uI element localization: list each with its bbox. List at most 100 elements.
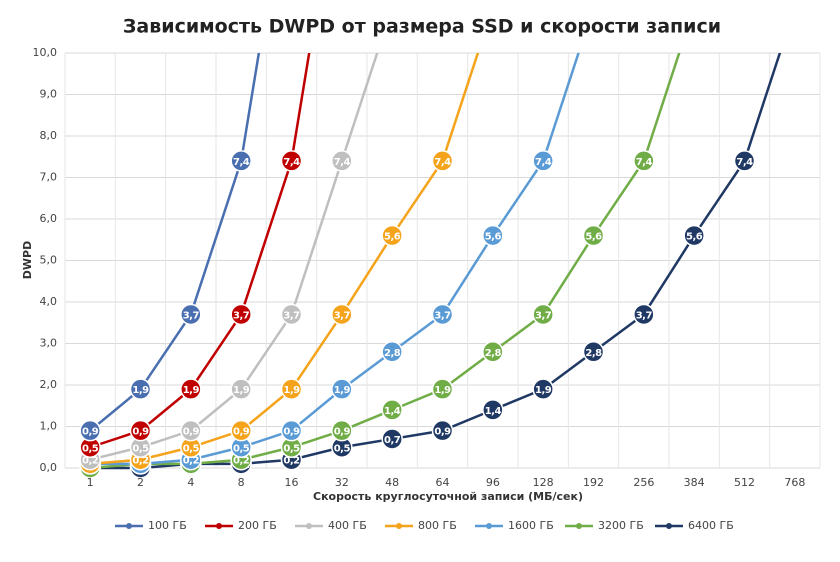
data-label: 3,7 — [233, 310, 250, 321]
x-tick-label: 192 — [583, 476, 604, 489]
series-line — [89, 53, 261, 432]
data-point — [381, 399, 403, 421]
data-point — [230, 378, 252, 400]
data-label: 2,8 — [585, 348, 602, 359]
data-label: 1,9 — [535, 385, 552, 396]
data-point — [482, 399, 504, 421]
data-point — [431, 378, 454, 400]
data-label: 1,9 — [434, 385, 451, 396]
data-label: 0,2 — [183, 456, 200, 467]
legend-dot — [396, 523, 402, 529]
y-tick-label: 9,0 — [40, 88, 58, 101]
data-point — [733, 150, 756, 172]
data-label: 5,6 — [485, 232, 502, 243]
data-point — [230, 150, 252, 172]
data-point — [582, 341, 605, 363]
data-point — [482, 224, 504, 247]
x-tick-label: 512 — [734, 476, 755, 489]
data-label: 7,4 — [283, 157, 300, 168]
data-label: 0,2 — [132, 456, 149, 467]
legend-dot — [486, 523, 492, 529]
data-label: 1,9 — [132, 385, 149, 396]
data-label: 0,5 — [334, 443, 351, 454]
y-tick-label: 3,0 — [40, 337, 58, 350]
data-point — [230, 303, 252, 326]
x-tick-label: 128 — [533, 476, 554, 489]
y-tick-label: 7,0 — [40, 171, 58, 184]
data-point — [331, 419, 353, 442]
y-tick-label: 6,0 — [40, 212, 58, 225]
data-label: 0,9 — [233, 427, 250, 438]
data-label: 7,4 — [535, 157, 552, 168]
data-point — [331, 303, 353, 326]
data-label: 3,7 — [283, 310, 300, 321]
chart-title: Зависимость DWPD от размера SSD и скорос… — [123, 16, 721, 38]
data-point — [230, 419, 252, 442]
x-tick-label: 2 — [137, 476, 144, 489]
x-tick-label: 48 — [385, 476, 399, 489]
x-axis-label: Скорость круглосуточной записи (МБ/сек) — [313, 490, 583, 503]
data-label: 3,7 — [535, 310, 552, 321]
x-tick-label: 32 — [335, 476, 349, 489]
data-label: 3,7 — [636, 310, 653, 321]
data-label: 3,7 — [434, 310, 451, 321]
y-tick-label: 0,0 — [40, 461, 58, 474]
data-label: 1,9 — [283, 385, 300, 396]
data-label: 0,5 — [283, 443, 300, 454]
plot-area: 0,00,00,10,10,20,50,70,91,41,92,83,75,67… — [79, 0, 805, 478]
data-point — [431, 303, 454, 326]
data-point — [683, 224, 705, 247]
data-label: 0,5 — [183, 443, 200, 454]
x-tick-label: 4 — [187, 476, 194, 489]
data-point — [431, 419, 454, 442]
legend-dot — [306, 523, 312, 529]
data-point — [280, 150, 303, 172]
data-label: 2,8 — [485, 348, 502, 359]
data-label: 3,7 — [334, 310, 351, 321]
y-tick-label: 10,0 — [33, 46, 58, 59]
data-label: 7,4 — [334, 157, 351, 168]
x-tick-label: 256 — [633, 476, 654, 489]
legend-label: 100 ГБ — [148, 519, 187, 532]
data-label: 7,4 — [736, 157, 753, 168]
data-label: 7,4 — [233, 157, 250, 168]
data-point — [381, 224, 403, 247]
legend-label: 800 ГБ — [418, 519, 457, 532]
data-point — [331, 378, 353, 400]
data-label: 0,9 — [183, 427, 200, 438]
data-point — [280, 419, 303, 442]
data-label: 3,7 — [183, 310, 200, 321]
data-label: 2,8 — [384, 348, 401, 359]
data-label: 0,5 — [82, 443, 99, 454]
y-tick-label: 1,0 — [40, 420, 58, 433]
data-point — [129, 378, 152, 400]
x-tick-label: 1 — [87, 476, 94, 489]
legend-dot — [126, 523, 132, 529]
x-tick-label: 64 — [436, 476, 450, 489]
x-tick-label: 96 — [486, 476, 500, 489]
data-point — [785, 0, 805, 17]
data-label: 0,5 — [132, 443, 149, 454]
x-tick-label: 384 — [684, 476, 705, 489]
data-label: 1,9 — [334, 385, 351, 396]
data-point — [532, 303, 554, 326]
data-point — [532, 378, 554, 400]
data-point — [381, 341, 403, 363]
data-point — [331, 150, 353, 172]
data-point — [381, 428, 403, 450]
data-point — [633, 303, 655, 326]
legend-label: 3200 ГБ — [598, 519, 644, 532]
legend-label: 400 ГБ — [328, 519, 367, 532]
data-label: 0,9 — [283, 427, 300, 438]
legend-dot — [216, 523, 222, 529]
y-tick-label: 4,0 — [40, 295, 58, 308]
legend-label: 1600 ГБ — [508, 519, 554, 532]
data-point — [431, 150, 454, 172]
data-label: 1,4 — [485, 406, 502, 417]
legend-dot — [666, 523, 672, 529]
data-point — [633, 150, 655, 172]
legend: 100 ГБ 200 ГБ 400 ГБ 800 ГБ 1600 ГБ 3200 ГБ 64… — [115, 519, 734, 532]
data-point — [482, 341, 504, 363]
y-tick-label: 2,0 — [40, 378, 58, 391]
data-label: 0,9 — [334, 427, 351, 438]
